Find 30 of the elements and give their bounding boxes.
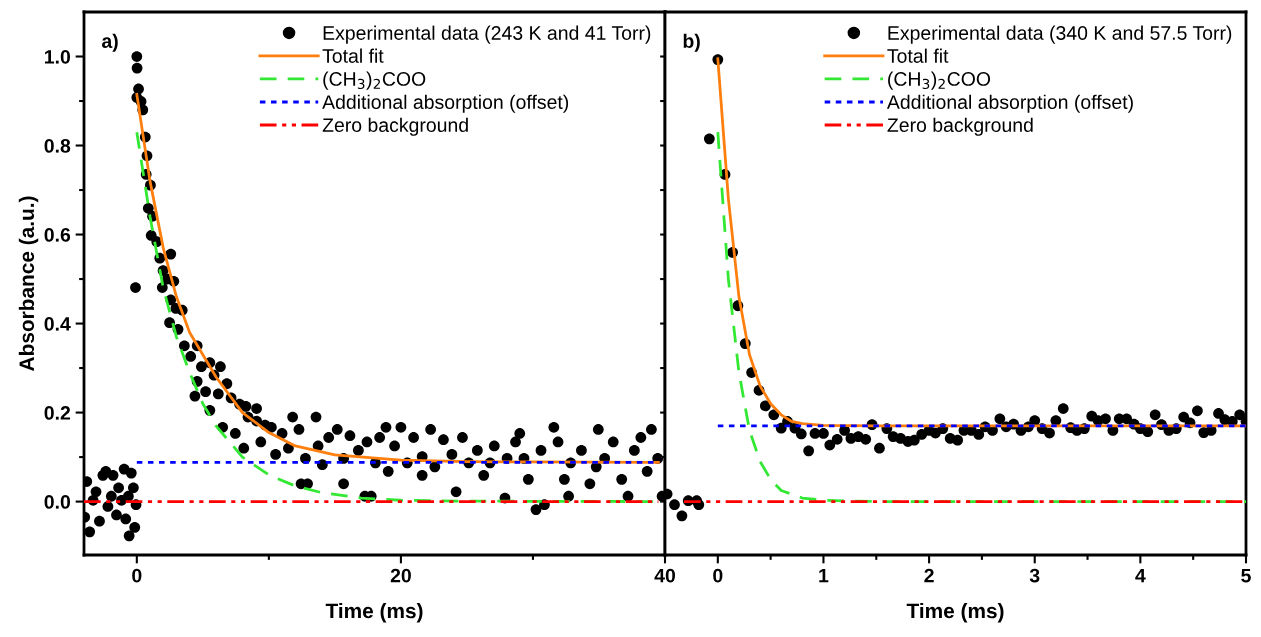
x-tick-label: 0: [132, 568, 142, 583]
y-tick-label: 0.8: [44, 138, 71, 153]
x-tick-label: 0: [713, 568, 723, 583]
legend-label: Total fit: [322, 48, 384, 63]
legend-label: Additional absorption (offset): [322, 94, 569, 113]
annotation: b): [683, 33, 700, 52]
x-tick-label: 2: [924, 568, 934, 583]
legend-label: Zero background: [322, 117, 468, 136]
y-tick-label: 0.2: [44, 406, 71, 420]
x-tick-label: 40: [654, 568, 676, 583]
legend-label: Total fit: [887, 48, 949, 63]
x-tick-label: 20: [390, 568, 411, 583]
y-axis-title: Absorbance (a.u.): [18, 196, 39, 371]
x-tick-label: 5: [1241, 568, 1251, 583]
legend-label: Experimental data (243 K and 41 Torr): [323, 25, 651, 44]
y-tick-label: 0.0: [44, 495, 71, 509]
y-tick-label: 0.6: [44, 228, 71, 242]
x-tick-label: 1: [819, 568, 829, 583]
x-tick-label: 4: [1135, 568, 1146, 583]
legend-label: (CH$_{3}$)$_{2}$COO: [888, 71, 991, 90]
legend-label: Experimental data (340 K and 57.5 Torr): [888, 25, 1232, 44]
x-axis-title: Time (ms): [906, 602, 1004, 623]
y-tick-label: 1.0: [45, 49, 71, 64]
x-axis-title: Time (ms): [325, 602, 423, 623]
x-tick-label: 3: [1029, 568, 1040, 583]
legend-label: (CH$_{3}$)$_{2}$COO: [323, 71, 426, 90]
legend-label: Additional absorption (offset): [886, 94, 1133, 113]
legend-label: Zero background: [887, 117, 1033, 136]
annotation: a): [102, 33, 118, 52]
y-tick-label: 0.4: [44, 317, 71, 331]
